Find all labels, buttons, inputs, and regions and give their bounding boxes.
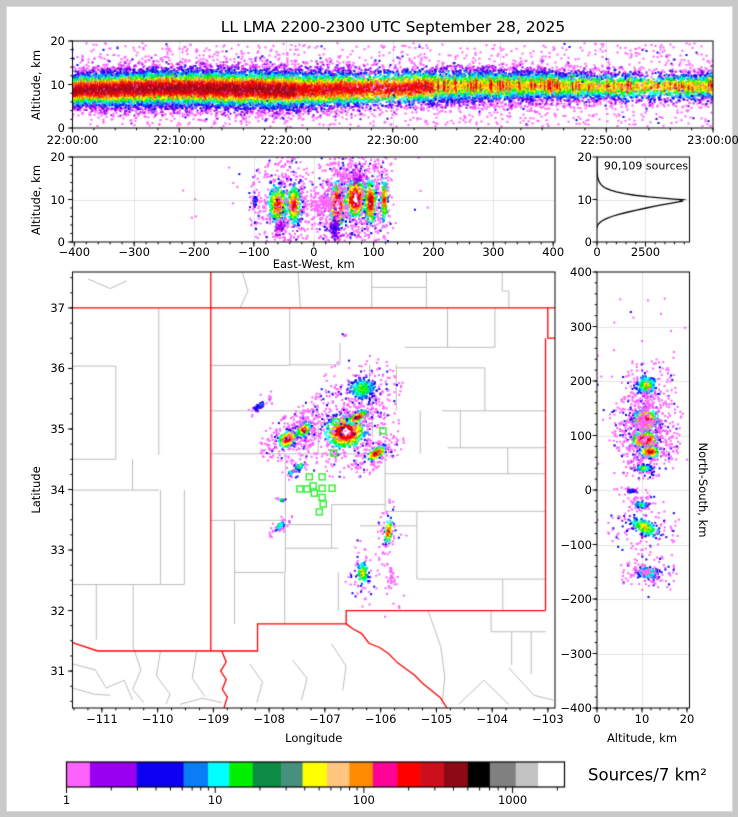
figure-canvas (0, 0, 738, 817)
